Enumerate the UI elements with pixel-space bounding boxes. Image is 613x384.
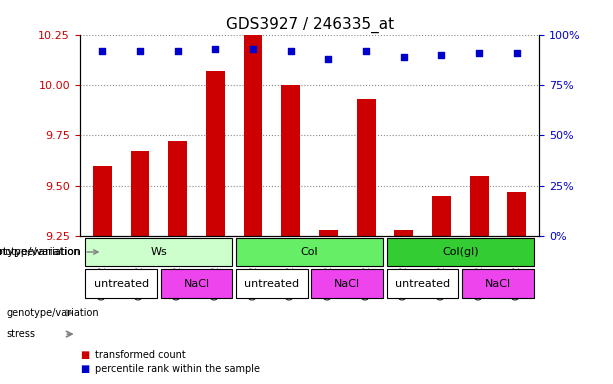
Point [324, 56, 333, 62]
FancyBboxPatch shape [236, 238, 383, 266]
Bar [394, 230, 413, 236]
FancyBboxPatch shape [236, 270, 308, 298]
Bar [206, 71, 225, 236]
Text: transformed count: transformed count [95, 350, 186, 360]
Bar [319, 230, 338, 236]
FancyBboxPatch shape [387, 238, 534, 266]
Bar [432, 196, 451, 236]
Point [399, 54, 409, 60]
Point [512, 50, 522, 56]
Bar [93, 166, 112, 236]
Point [361, 48, 371, 54]
Text: NaCl: NaCl [334, 279, 360, 289]
FancyBboxPatch shape [85, 270, 157, 298]
Bar [168, 141, 187, 236]
Point [173, 48, 183, 54]
Title: GDS3927 / 246335_at: GDS3927 / 246335_at [226, 17, 394, 33]
Text: genotype/variation: genotype/variation [0, 247, 80, 257]
Text: ■: ■ [80, 364, 89, 374]
Text: stress: stress [6, 329, 35, 339]
Point [135, 48, 145, 54]
Point [474, 50, 484, 56]
Text: NaCl: NaCl [183, 279, 210, 289]
Point [436, 51, 446, 58]
Text: untreated: untreated [245, 279, 299, 289]
Bar [131, 152, 150, 236]
Text: genotype/variation: genotype/variation [6, 308, 99, 318]
FancyBboxPatch shape [311, 270, 383, 298]
Text: NaCl: NaCl [485, 279, 511, 289]
Bar [243, 35, 262, 236]
Bar [470, 175, 489, 236]
Text: Col: Col [301, 247, 318, 257]
FancyBboxPatch shape [462, 270, 534, 298]
Text: Ws: Ws [150, 247, 167, 257]
Bar [508, 192, 526, 236]
Text: percentile rank within the sample: percentile rank within the sample [95, 364, 260, 374]
Point [210, 46, 220, 52]
Text: untreated: untreated [94, 279, 149, 289]
Point [286, 48, 295, 54]
FancyBboxPatch shape [387, 270, 459, 298]
FancyBboxPatch shape [161, 270, 232, 298]
FancyBboxPatch shape [85, 238, 232, 266]
Text: Col(gl): Col(gl) [442, 247, 479, 257]
Text: ■: ■ [80, 350, 89, 360]
Bar [281, 85, 300, 236]
Text: genotype/variation: genotype/variation [0, 247, 98, 257]
Text: untreated: untreated [395, 279, 450, 289]
Bar [357, 99, 376, 236]
Point [248, 46, 258, 52]
Point [97, 48, 107, 54]
